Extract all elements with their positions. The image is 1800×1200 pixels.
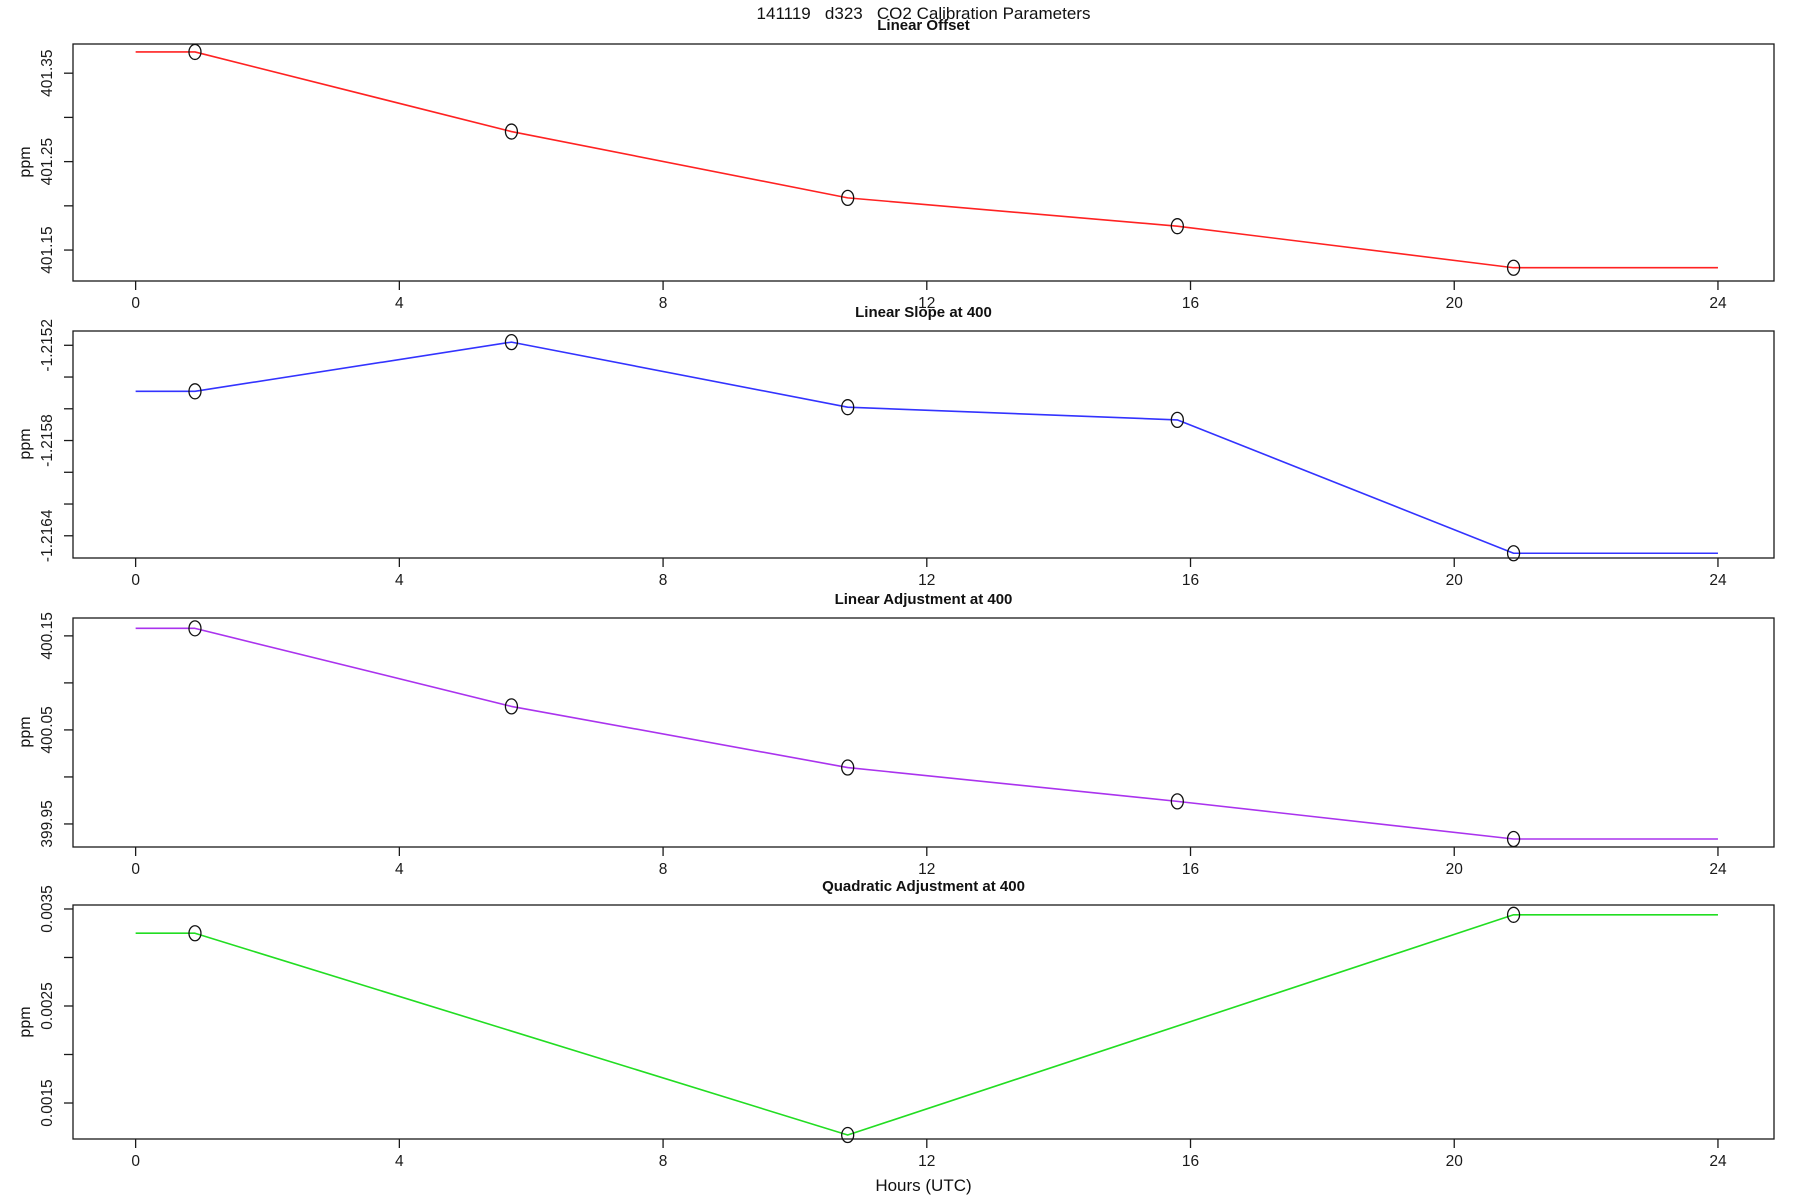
data-point-marker	[1170, 411, 1184, 429]
y-tick-label: -1.2164	[39, 509, 56, 562]
x-tick-label: 20	[1446, 861, 1464, 878]
y-tick-label: 0.0035	[39, 885, 56, 932]
data-point-marker	[188, 620, 202, 637]
y-tick-label: -1.2158	[39, 414, 56, 467]
data-point-marker	[841, 189, 855, 207]
x-tick-label: 16	[1182, 861, 1199, 878]
panel-title-linear-offset: Linear Offset	[877, 17, 970, 34]
x-tick-label: 24	[1709, 861, 1727, 878]
panel-1: 0 4 8 12 16 20 24 401.15 401.25 401.35	[39, 43, 1775, 312]
data-point-marker	[188, 383, 202, 400]
plot-box	[72, 43, 1775, 282]
y-tick-label: -1.2152	[39, 319, 56, 372]
x-tick-label: 12	[918, 1153, 935, 1170]
x-axis-label: Hours (UTC)	[875, 1176, 972, 1195]
x-tick-label: 20	[1446, 572, 1464, 589]
plot-box	[72, 617, 1775, 848]
y-tick-label: 400.15	[39, 612, 56, 659]
plot-box	[72, 330, 1775, 559]
x-tick-label: 8	[659, 572, 668, 589]
x-tick-label: 12	[918, 295, 935, 312]
series-line	[135, 913, 1718, 1136]
data-point-marker	[504, 333, 519, 351]
series-line	[135, 341, 1718, 555]
data-point-marker	[1506, 259, 1521, 276]
data-point-marker	[1170, 218, 1184, 235]
y-axis-label-panel-3: ppm	[17, 716, 34, 748]
data-point-marker	[188, 43, 202, 61]
y-tick-label: 399.95	[39, 800, 56, 847]
y-tick-label: 400.05	[39, 706, 56, 753]
y-tick-label: 401.35	[39, 49, 56, 96]
panel-title-linear-slope: Linear Slope at 400	[855, 304, 992, 321]
x-tick-label: 20	[1446, 1153, 1464, 1170]
plot-box	[72, 904, 1775, 1140]
x-tick-label: 16	[1182, 295, 1199, 312]
data-point-marker	[1506, 545, 1521, 562]
data-point-marker	[504, 698, 519, 715]
series-line	[135, 627, 1718, 840]
series-line	[135, 51, 1718, 269]
page-title: 141119 d323 CO2 Calibration Parameters	[756, 4, 1091, 23]
x-tick-label: 0	[131, 861, 140, 878]
data-point-marker	[841, 1126, 855, 1144]
x-tick-label: 4	[395, 1153, 404, 1170]
x-tick-label: 8	[659, 1153, 668, 1170]
y-axis-label-panel-4: ppm	[17, 1006, 34, 1038]
x-tick-label: 12	[918, 572, 935, 589]
y-tick-label: 401.15	[39, 226, 56, 273]
data-point-marker	[504, 123, 519, 140]
x-tick-label: 16	[1182, 572, 1199, 589]
x-tick-label: 4	[395, 861, 404, 878]
x-tick-label: 8	[659, 861, 668, 878]
panel-title-quadratic-adjustment: Quadratic Adjustment at 400	[822, 878, 1025, 895]
data-point-marker	[841, 399, 855, 416]
x-tick-label: 0	[131, 1153, 140, 1170]
data-point-marker	[1506, 906, 1521, 923]
panel-4: 0 4 8 12 16 20 24 0.0015 0.0025 0.0035	[39, 885, 1775, 1170]
panel-3: 0 4 8 12 16 20 24 399.95 400.05 400.15	[39, 612, 1775, 878]
data-point-marker	[841, 759, 855, 776]
x-tick-label: 20	[1446, 295, 1464, 312]
x-tick-label: 4	[395, 572, 404, 589]
x-tick-label: 0	[131, 572, 140, 589]
x-tick-label: 16	[1182, 1153, 1199, 1170]
y-axis-label-panel-1: ppm	[17, 146, 34, 178]
panel-2: 0 4 8 12 16 20 24 -1.2152 -1.2158 -1.2164	[39, 319, 1775, 589]
x-tick-label: 24	[1709, 1153, 1727, 1170]
x-tick-label: 8	[659, 295, 668, 312]
y-tick-label: 0.0015	[39, 1079, 56, 1126]
panel-title-linear-adjustment: Linear Adjustment at 400	[834, 591, 1013, 608]
y-tick-label: 401.25	[39, 138, 56, 185]
y-axis-label-panel-2: ppm	[17, 428, 34, 460]
data-point-marker	[1170, 793, 1184, 810]
x-tick-label: 4	[395, 295, 404, 312]
x-tick-label: 24	[1709, 295, 1727, 312]
x-tick-label: 0	[131, 295, 140, 312]
x-tick-label: 24	[1709, 572, 1727, 589]
y-tick-label: 0.0025	[39, 982, 56, 1029]
data-point-marker	[188, 925, 202, 942]
x-tick-label: 12	[918, 861, 935, 878]
data-point-marker	[1506, 830, 1521, 848]
